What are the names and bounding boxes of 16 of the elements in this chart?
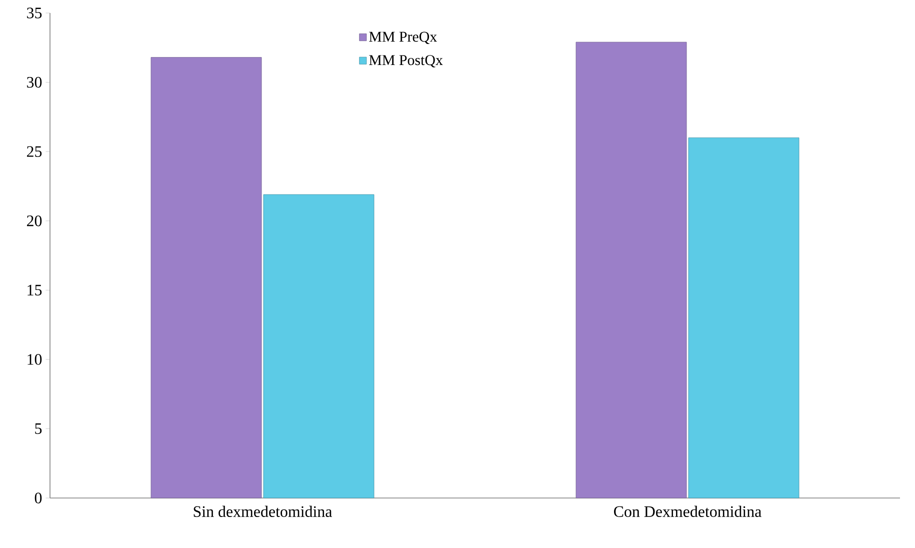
bar	[150, 57, 262, 498]
x-tick-label: Con Dexmedetomidina	[614, 506, 762, 517]
y-tick-label: 10	[28, 354, 42, 365]
bar	[688, 138, 800, 498]
x-tick-label: Sin dexmedetomidina	[194, 506, 332, 517]
legend-label: MM PreQx	[369, 32, 437, 44]
y-tick-label: 15	[28, 284, 42, 296]
y-tick-label: 0	[34, 492, 42, 504]
legend-label: MM PostQx	[369, 55, 443, 68]
y-tick-label: 30	[27, 76, 42, 88]
bar	[263, 194, 374, 498]
y-tick-label: 5	[35, 423, 42, 434]
y-tick-label: 25	[26, 146, 42, 157]
y-tick-label: 20	[26, 215, 42, 226]
y-tick-label: 35	[27, 8, 42, 18]
bar	[576, 42, 687, 498]
